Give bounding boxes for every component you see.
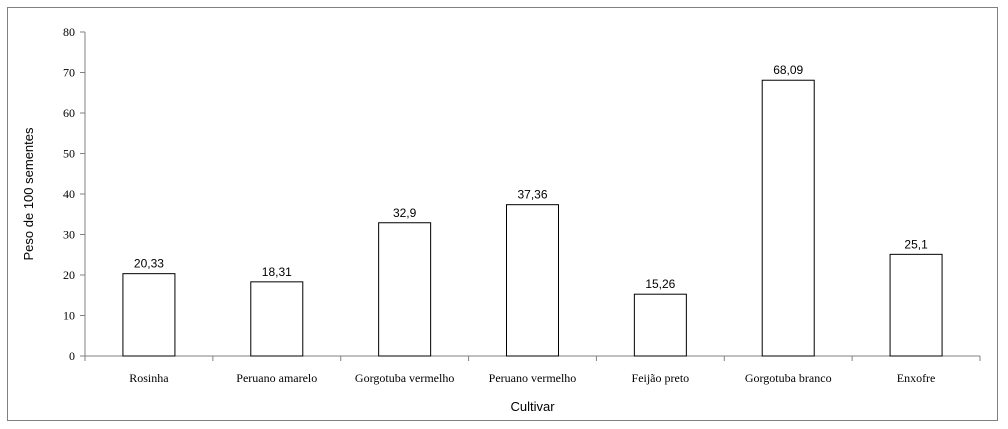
x-tick-label: Peruano amarelo — [236, 371, 317, 385]
bar-value-label: 20,33 — [134, 257, 164, 271]
y-tick-label: 80 — [63, 25, 75, 39]
bar-value-label: 15,26 — [645, 277, 675, 291]
x-tick-label: Enxofre — [897, 371, 936, 385]
bar — [122, 273, 176, 357]
bar-value-label: 25,1 — [904, 237, 928, 251]
x-tick-label: Gorgotuba vermelho — [355, 371, 454, 385]
y-axis-title: Peso de 100 sementes — [21, 127, 36, 260]
bar — [889, 253, 943, 357]
y-axis-ticks: 0 10 20 30 40 50 60 70 80 — [63, 25, 85, 363]
bar — [633, 293, 687, 357]
x-axis-ticks: Rosinha Peruano amarelo Gorgotuba vermelho… — [84, 356, 981, 385]
x-axis-title: Cultivar — [510, 399, 555, 414]
y-tick-label: 0 — [69, 349, 75, 363]
bar — [761, 79, 815, 357]
x-tick-label: Feijão preto — [632, 371, 690, 385]
y-tick-label: 10 — [63, 309, 75, 323]
y-tick-label: 20 — [63, 268, 75, 282]
x-tick-label: Peruano vermelho — [489, 371, 577, 385]
bars: 20,33 18,31 32,9 37,36 15,26 68,09 25,1 — [122, 63, 943, 357]
bar-value-label: 32,9 — [393, 206, 417, 220]
bar — [250, 281, 304, 357]
y-tick-label: 40 — [63, 187, 75, 201]
y-tick-label: 60 — [63, 106, 75, 120]
bar-value-label: 37,36 — [517, 188, 547, 202]
bar — [378, 222, 432, 357]
x-tick-label: Rosinha — [129, 371, 169, 385]
bar-value-label: 68,09 — [773, 63, 803, 77]
y-tick-label: 50 — [63, 147, 75, 161]
bar-value-label: 18,31 — [262, 265, 292, 279]
x-tick-label: Gorgotuba branco — [745, 371, 832, 385]
y-tick-label: 70 — [63, 66, 75, 80]
y-tick-label: 30 — [63, 228, 75, 242]
bar — [506, 204, 559, 357]
